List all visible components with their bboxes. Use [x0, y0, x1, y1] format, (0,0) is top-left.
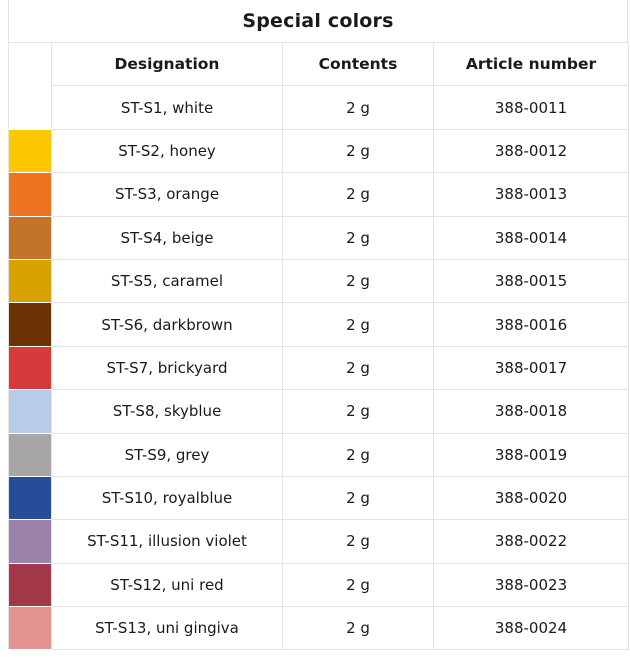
color-swatch: [8, 302, 52, 347]
table-row: ST-S9, grey 2 g 388-0019: [8, 432, 629, 477]
header-swatch-cell: [8, 41, 52, 86]
designation-cell: ST-S3, orange: [51, 172, 283, 217]
contents-cell: 2 g: [282, 302, 434, 347]
table-title: Special colors: [8, 0, 628, 42]
designation-cell: ST-S2, honey: [51, 128, 283, 174]
special-colors-table: Designation Contents Article number ST-S…: [8, 41, 629, 651]
contents-cell: 2 g: [282, 475, 434, 521]
color-swatch: [8, 519, 52, 564]
article-number-cell: 388-0018: [433, 389, 629, 434]
color-swatch: [8, 346, 52, 391]
designation-cell: ST-S4, beige: [51, 215, 283, 260]
article-number-cell: 388-0019: [433, 432, 629, 477]
article-number-cell: 388-0013: [433, 172, 629, 217]
article-number-cell: 388-0020: [433, 475, 629, 521]
table-row: ST-S11, illusion violet 2 g 388-0022: [8, 519, 629, 564]
article-number-cell: 388-0022: [433, 519, 629, 564]
article-number-cell: 388-0015: [433, 258, 629, 304]
designation-cell: ST-S9, grey: [51, 432, 283, 477]
color-swatch: [8, 85, 52, 130]
article-number-cell: 388-0024: [433, 606, 629, 651]
table-body: ST-S1, white 2 g 388-0011 ST-S2, honey 2 g 38…: [8, 85, 629, 651]
article-number-cell: 388-0017: [433, 345, 629, 391]
contents-cell: 2 g: [282, 432, 434, 477]
table-row: ST-S13, uni gingiva 2 g 388-0024: [8, 606, 629, 651]
contents-cell: 2 g: [282, 606, 434, 651]
color-swatch: [8, 606, 52, 651]
color-swatch: [8, 433, 52, 477]
designation-cell: ST-S13, uni gingiva: [51, 606, 283, 651]
contents-cell: 2 g: [282, 519, 434, 564]
designation-cell: ST-S8, skyblue: [51, 389, 283, 434]
header-contents: Contents: [282, 41, 434, 87]
color-swatch: [8, 259, 52, 304]
contents-cell: 2 g: [282, 345, 434, 391]
table-row: ST-S6, darkbrown 2 g 388-0016: [8, 302, 629, 347]
header-article-number: Article number: [433, 41, 629, 87]
table-row: ST-S1, white 2 g 388-0011: [8, 85, 629, 130]
contents-cell: 2 g: [282, 258, 434, 304]
color-swatch: [8, 476, 52, 521]
table-row: ST-S12, uni red 2 g 388-0023: [8, 562, 629, 608]
article-number-cell: 388-0011: [433, 85, 629, 130]
designation-cell: ST-S10, royalblue: [51, 475, 283, 521]
designation-cell: ST-S12, uni red: [51, 562, 283, 608]
color-swatch: [8, 216, 52, 260]
table-row: ST-S2, honey 2 g 388-0012: [8, 128, 629, 174]
designation-cell: ST-S7, brickyard: [51, 345, 283, 391]
contents-cell: 2 g: [282, 389, 434, 434]
color-swatch: [8, 172, 52, 217]
designation-cell: ST-S1, white: [51, 85, 283, 130]
designation-cell: ST-S5, caramel: [51, 258, 283, 304]
table-row: ST-S7, brickyard 2 g 388-0017: [8, 345, 629, 391]
contents-cell: 2 g: [282, 172, 434, 217]
contents-cell: 2 g: [282, 215, 434, 260]
table-row: ST-S5, caramel 2 g 388-0015: [8, 258, 629, 304]
article-number-cell: 388-0023: [433, 562, 629, 608]
color-swatch: [8, 563, 52, 608]
header-row: Designation Contents Article number: [8, 41, 629, 87]
header-designation: Designation: [51, 41, 283, 87]
article-number-cell: 388-0016: [433, 302, 629, 347]
article-number-cell: 388-0014: [433, 215, 629, 260]
color-swatch: [8, 129, 52, 174]
table-row: ST-S3, orange 2 g 388-0013: [8, 172, 629, 217]
color-swatch: [8, 389, 52, 434]
designation-cell: ST-S11, illusion violet: [51, 519, 283, 564]
contents-cell: 2 g: [282, 85, 434, 130]
contents-cell: 2 g: [282, 562, 434, 608]
designation-cell: ST-S6, darkbrown: [51, 302, 283, 347]
table-row: ST-S8, skyblue 2 g 388-0018: [8, 389, 629, 434]
table-row: ST-S10, royalblue 2 g 388-0020: [8, 475, 629, 521]
article-number-cell: 388-0012: [433, 128, 629, 174]
contents-cell: 2 g: [282, 128, 434, 174]
table-row: ST-S4, beige 2 g 388-0014: [8, 215, 629, 260]
